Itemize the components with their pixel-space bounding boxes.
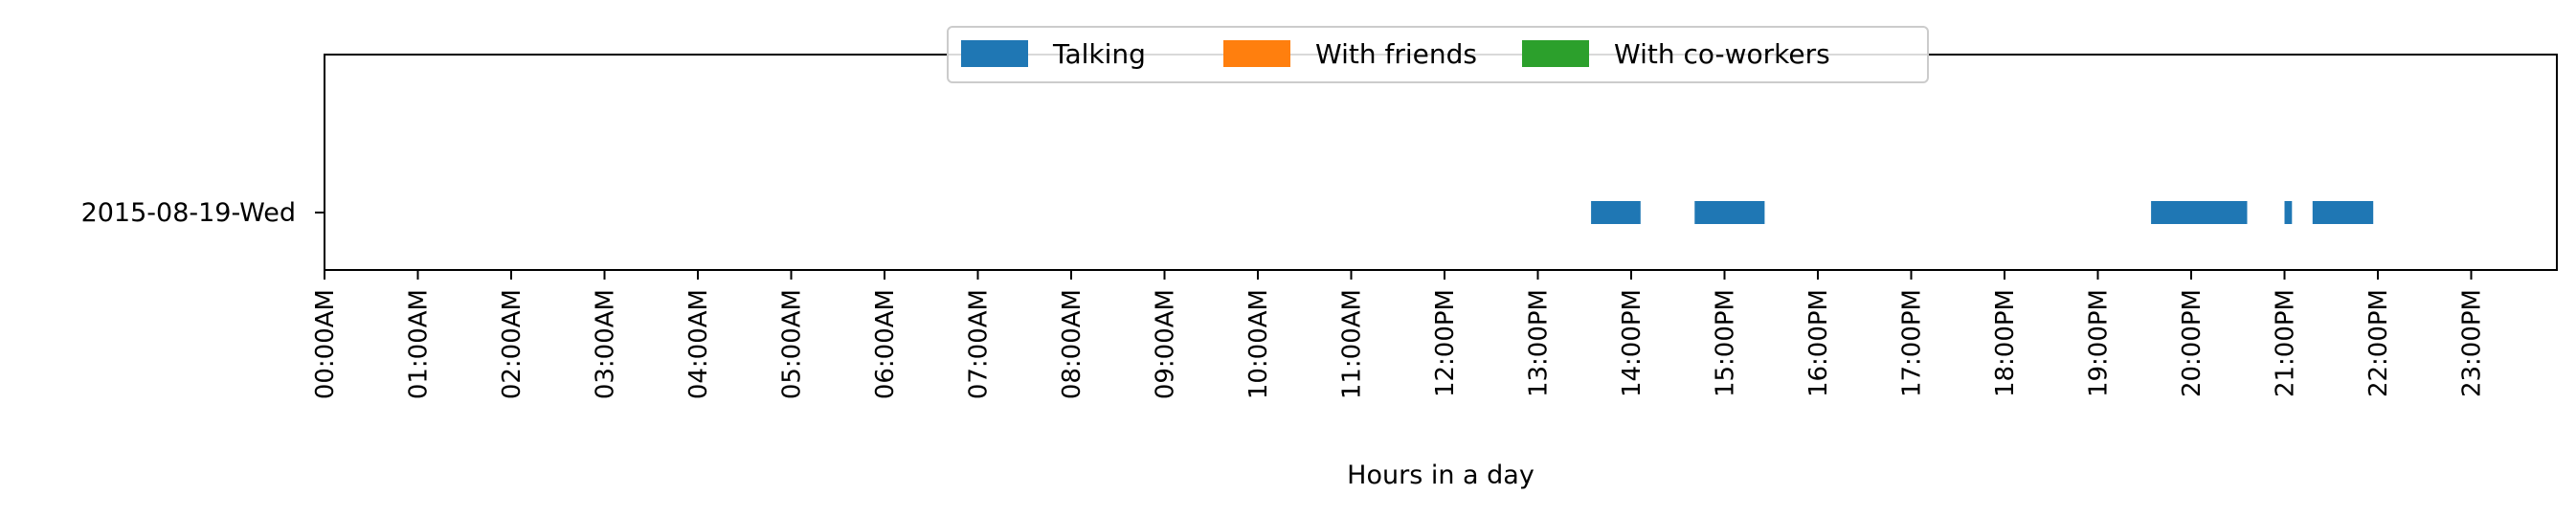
bar-talking-3 <box>2284 201 2293 224</box>
x-tick-label: 23:00PM <box>2458 289 2487 397</box>
x-tick-label: 12:00PM <box>1431 289 1460 397</box>
x-tick-label: 08:00AM <box>1058 289 1086 399</box>
y-axis: 2015-08-19-Wed <box>81 198 325 228</box>
x-tick-label: 21:00PM <box>2272 289 2300 397</box>
plot-frame <box>324 54 2558 271</box>
x-axis: 00:00AM 01:00AM 02:00AM 03:00AM 04:00AM 05:00… <box>311 270 2487 399</box>
x-tick-label: 04:00AM <box>684 289 713 399</box>
x-tick-label: 07:00AM <box>965 289 994 399</box>
x-tick-label: 19:00PM <box>2085 289 2114 397</box>
bar-talking-1 <box>1694 201 1765 224</box>
x-tick-label: 00:00AM <box>311 289 340 399</box>
x-tick-label: 10:00AM <box>1244 289 1273 399</box>
x-tick-label: 13:00PM <box>1525 289 1554 397</box>
x-tick-label: 11:00AM <box>1338 289 1367 399</box>
x-tick-label: 14:00PM <box>1618 289 1646 397</box>
x-tick-label: 20:00PM <box>2178 289 2206 397</box>
x-tick-label: 22:00PM <box>2364 289 2393 397</box>
x-axis-title: Hours in a day <box>1347 461 1534 490</box>
x-tick-label: 02:00AM <box>498 289 526 399</box>
legend-swatch <box>961 40 1028 67</box>
x-tick-label: 05:00AM <box>778 289 807 399</box>
legend: Talking With friends With co-workers <box>947 26 1929 83</box>
legend-label: Talking <box>1052 38 1146 70</box>
x-tick-label: 15:00PM <box>1712 289 1740 397</box>
bars-layer <box>1591 201 2374 224</box>
bar-talking-2 <box>2151 201 2248 224</box>
bar-talking-4 <box>2312 201 2374 224</box>
legend-box <box>947 26 1929 83</box>
x-tick-label: 09:00AM <box>1152 289 1180 399</box>
x-tick-label: 16:00PM <box>1804 289 1833 397</box>
x-tick-label: 17:00PM <box>1898 289 1927 397</box>
legend-swatch <box>1223 40 1290 67</box>
bar-talking-0 <box>1591 201 1641 224</box>
legend-label: With co-workers <box>1614 38 1830 70</box>
y-tick-label: 2015-08-19-Wed <box>81 198 296 228</box>
legend-swatch <box>1522 40 1589 67</box>
x-tick-label: 18:00PM <box>1991 289 2020 397</box>
x-tick-label: 01:00AM <box>405 289 434 399</box>
x-tick-label: 03:00AM <box>592 289 620 399</box>
x-tick-label: 06:00AM <box>871 289 900 399</box>
legend-label: With friends <box>1315 38 1477 70</box>
